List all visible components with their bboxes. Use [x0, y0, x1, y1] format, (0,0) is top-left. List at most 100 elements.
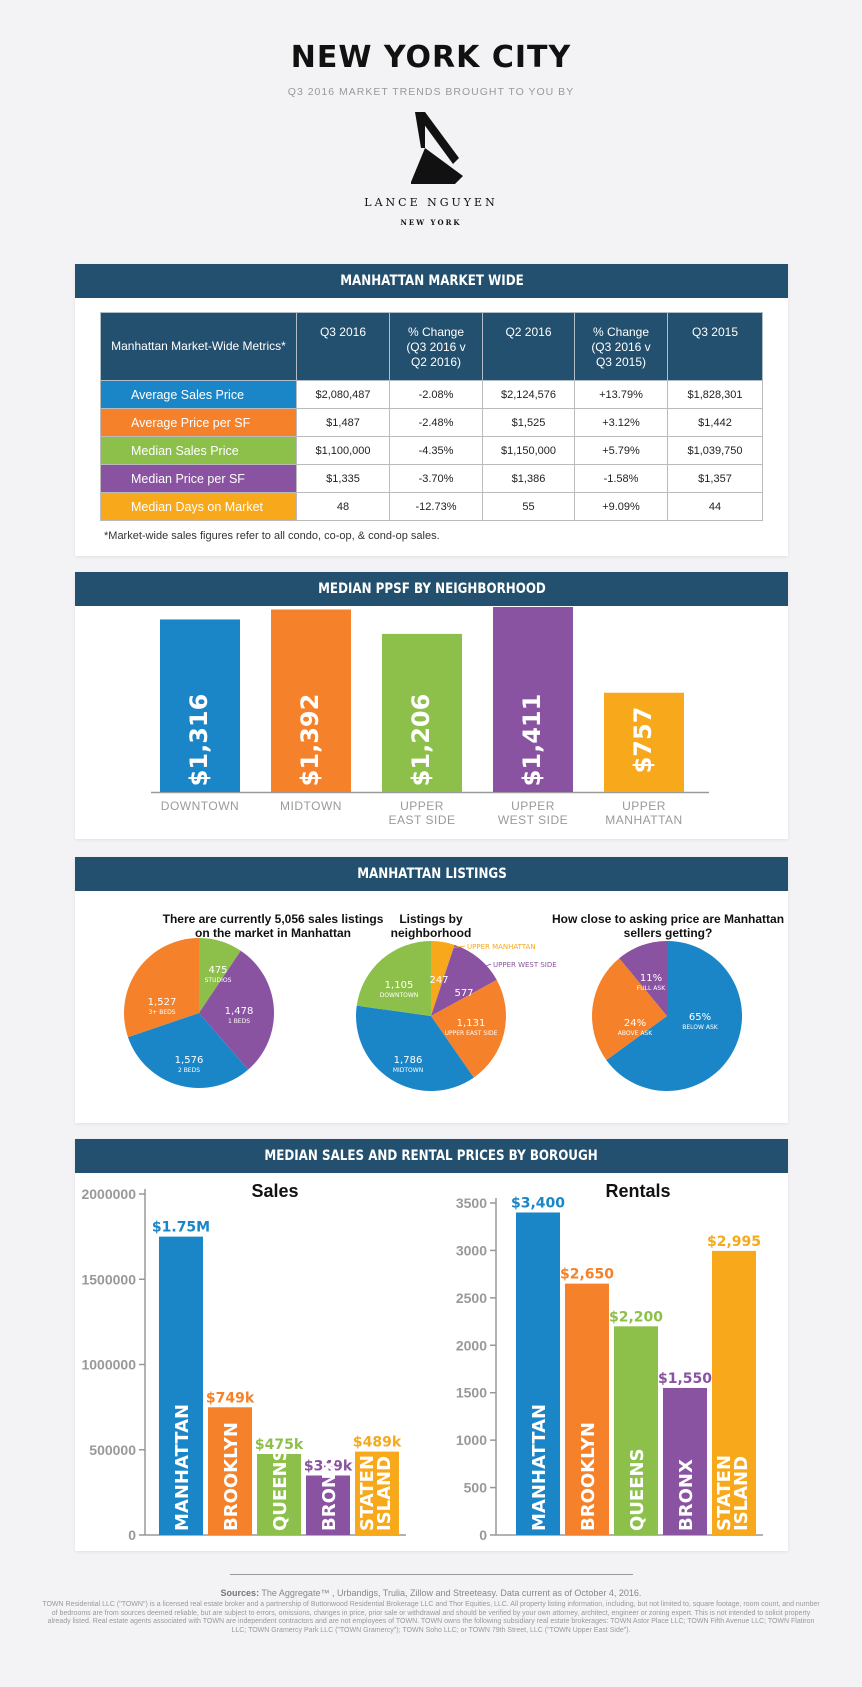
table-row: Average Sales Price $2,080,487 -2.08% $2,12… [100, 380, 763, 409]
rentals-value-label: $1,550 [658, 1371, 712, 1387]
ppsf-panel: MEDIAN PPSF BY NEIGHBORHOOD $1,316 DOWNTO… [75, 572, 788, 839]
rentals-tick-label: 3000 [456, 1242, 487, 1258]
table-row: Median Price per SF $1,335 -3.70% $1,386 -1.… [100, 464, 763, 493]
sales-tick-label: 2000000 [81, 1186, 136, 1202]
rentals-tick-label: 1000 [456, 1432, 487, 1448]
rentals-tick-label: 500 [464, 1480, 488, 1496]
sales-tick-label: 1500000 [81, 1271, 136, 1287]
pie2-callout-upper-west-side: UPPER WEST SIDE [493, 961, 557, 969]
sales-chart-title: Sales [251, 1181, 298, 1201]
row-label: Average Sales Price [100, 380, 297, 409]
rentals-value-label: $2,650 [560, 1267, 614, 1283]
sales-category-label: QUEENS [270, 1448, 291, 1531]
pie2-value-label: 247 [429, 975, 448, 986]
pie2-callout-line [472, 963, 492, 972]
pie2-value-label: 577 [454, 988, 473, 999]
pie3-slice-label: BELOW ASK [682, 1024, 719, 1031]
sales-category-label: STATENISLAND [357, 1455, 395, 1531]
market-wide-heading: MANHATTAN MARKET WIDE [75, 264, 788, 298]
sources-line: Sources: The Aggregate™ , Urbandigs, Tru… [40, 1588, 822, 1598]
pie3-slice-label: FULL ASK [637, 985, 666, 992]
table-cell: $1,442 [667, 408, 763, 437]
pie3-slice-label: ABOVE ASK [618, 1030, 653, 1037]
footer-divider [230, 1574, 633, 1575]
pie1-value-label: 1,576 [175, 1055, 204, 1066]
sales-bar [306, 1475, 350, 1535]
listings-heading: MANHATTAN LISTINGS [75, 857, 788, 891]
pie1-slice-label: 2 BEDS [178, 1067, 200, 1074]
pie2-callout-upper-manhattan: UPPER MANHATTAN [467, 943, 536, 951]
sales-value-label: $489k [353, 1435, 402, 1451]
row-label: Median Days on Market [100, 492, 297, 521]
sources-label: Sources: [220, 1588, 260, 1598]
rentals-tick-label: 0 [479, 1527, 487, 1543]
col-header-change-q3: % Change (Q3 2016 v Q3 2015) [574, 312, 668, 381]
pie2-value-label: 1,786 [394, 1055, 423, 1066]
ppsf-category-label: UPPER MANHATTAN [605, 799, 682, 827]
pie2-slice-label: UPPER EAST SIDE [445, 1030, 498, 1037]
pie2-value-label: 1,131 [457, 1018, 486, 1029]
pie2-callout-line [440, 945, 466, 950]
pie2-slice [356, 941, 431, 1016]
col-header-change-q2: % Change (Q3 2016 v Q2 2016) [389, 312, 483, 381]
logo-city: NEW YORK [400, 218, 462, 227]
pie1-slice-label: 1 BEDS [228, 1018, 250, 1025]
sales-tick-label: 0 [128, 1527, 136, 1543]
pie1-slice [124, 938, 199, 1038]
table-cell: $1,357 [667, 464, 763, 493]
ppsf-category-label: UPPER WEST SIDE [498, 799, 568, 827]
borough-heading: MEDIAN SALES AND RENTAL PRICES BY BOROUG… [75, 1139, 788, 1173]
sales-bar [257, 1454, 301, 1535]
table-footnote: *Market-wide sales figures refer to all … [104, 530, 440, 542]
pie1-value-label: 1,478 [225, 1006, 254, 1017]
sales-value-label: $475k [255, 1437, 304, 1453]
table-cell: -3.70% [389, 464, 483, 493]
rentals-bar [614, 1326, 658, 1535]
table-cell: -1.58% [574, 464, 668, 493]
pie2-value-label: 1,105 [385, 980, 414, 991]
pie1-slice-label: 3+ BEDS [148, 1009, 175, 1016]
table-cell: $1,100,000 [296, 436, 390, 465]
pie2-slice-label: MIDTOWN [393, 1067, 423, 1074]
sales-bar [208, 1407, 252, 1535]
sales-value-label: $349k [304, 1458, 353, 1474]
rentals-value-label: $2,200 [609, 1309, 663, 1325]
listings-charts: There are currently 5,056 sales listings… [124, 912, 784, 1091]
row-label: Median Sales Price [100, 436, 297, 465]
pie1-value-label: 1,527 [148, 997, 177, 1008]
table-cell: +5.79% [574, 436, 668, 465]
col-header-q3-2015: Q3 2015 [667, 312, 763, 381]
sales-bar [159, 1236, 203, 1535]
pie2-slice [431, 941, 455, 1016]
pie3-slice [619, 941, 667, 1016]
logo-mark [411, 112, 463, 184]
sales-tick-label: 1000000 [81, 1357, 136, 1373]
table-cell: $2,124,576 [482, 380, 575, 409]
disclaimer: TOWN Residential LLC ("TOWN") is a licen… [42, 1601, 820, 1634]
rentals-bar [565, 1283, 609, 1535]
ppsf-value-label: $1,411 [518, 694, 546, 787]
table-cell: -2.48% [389, 408, 483, 437]
ppsf-category-label: DOWNTOWN [161, 799, 239, 813]
col-header-q2-2016: Q2 2016 [482, 312, 575, 381]
pie1-value-label: 475 [208, 965, 227, 976]
ppsf-heading: MEDIAN PPSF BY NEIGHBORHOOD [75, 572, 788, 606]
table-cell: $1,525 [482, 408, 575, 437]
ppsf-value-label: $1,316 [185, 694, 213, 787]
pie3-slice [606, 941, 742, 1091]
sales-value-label: $1.75M [152, 1220, 210, 1236]
rentals-tick-label: 1500 [456, 1385, 487, 1401]
pie2-slice-label: DOWNTOWN [380, 992, 419, 999]
sales-category-label: MANHATTAN [172, 1404, 193, 1531]
market-wide-table: Manhattan Market-Wide Metrics* Q3 2016 %… [100, 312, 763, 521]
table-row: Median Days on Market 48 -12.73% 55 +9.09% 44 [100, 492, 763, 521]
table-cell: $1,150,000 [482, 436, 575, 465]
col-header-q3-2016: Q3 2016 [296, 312, 390, 381]
pie3-value-label: 11% [640, 973, 662, 984]
rentals-bar [663, 1387, 707, 1535]
pie3-title: How close to asking price are Manhattan s… [552, 912, 784, 940]
pie1-slice [199, 938, 241, 1013]
pie1-title: There are currently 5,056 sales listings… [163, 912, 384, 940]
table-cell: $1,487 [296, 408, 390, 437]
borough-panel: MEDIAN SALES AND RENTAL PRICES BY BOROUG… [75, 1139, 788, 1551]
